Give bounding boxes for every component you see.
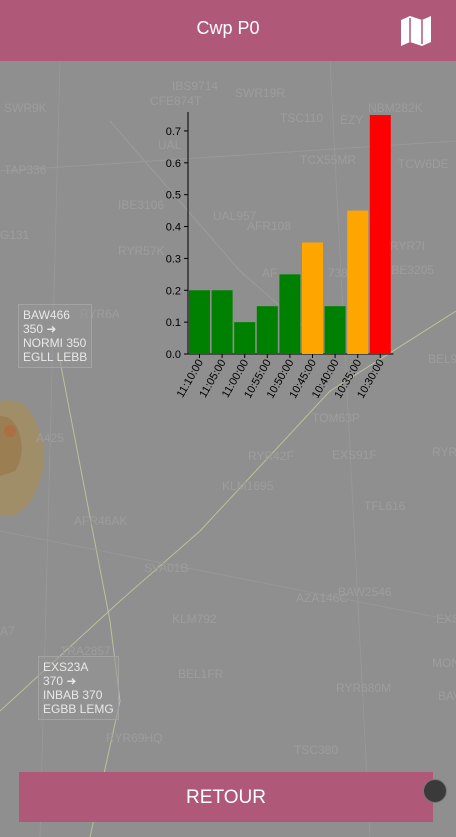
map-label-ual957: UAL957 [213,209,257,223]
map-label-ibe3205: IBE3205 [388,263,435,277]
map-label-tom63p: TOM63P [312,411,360,425]
map-label-mon: MON [432,656,456,670]
map-label-a7: A7 [0,624,15,638]
y-tick-label: 0.7 [166,126,181,138]
map-label-swr19r: SWR19R [235,86,286,100]
flight-tag-line: NORMI 350 [23,336,87,350]
retour-label: RETOUR [186,787,266,808]
map-lines [0,61,456,837]
map-label-exs: EXS [436,612,456,626]
y-tick-label: 0.4 [166,222,181,234]
flight-tag-line: EXS23A [43,660,89,674]
bar [189,290,210,354]
flight-tag-baw466[interactable]: BAW466 350 ➜ NORMI 350 EGLL LEBB [18,304,93,368]
map-label-klm792: KLM792 [172,612,217,626]
bar [256,306,278,354]
page-title: Cwp P0 [196,18,260,38]
map-label-ryr680m: RYR680M [336,681,392,695]
map-label-bel9: BEL9 [428,352,456,366]
bar [302,242,323,354]
map-label-cfe874t: CFE874T [150,94,202,108]
flight-tag-line: EGLL LEBB [23,350,88,364]
bar [324,306,346,354]
map-label-ryr: RYR [432,445,456,459]
map-label-ibs9714: IBS9714 [172,79,219,93]
map-label-tcx55mr: TCX55MR [300,153,357,167]
map-label-afr46ak: AFR46AK [74,514,128,528]
bar-chart: 0.00.10.20.30.40.50.60.711:10:0011:05:00… [166,112,394,401]
map-label-aza146c: AZA146C [296,591,349,605]
bar [369,115,391,354]
map-icon[interactable] [396,11,436,51]
map-label-g131: G131 [0,228,30,242]
map-label-ezy: EZY [340,113,364,127]
map-label-ual: UAL [158,138,182,152]
app-bar: Cwp P0 [0,0,456,61]
flight-tag-line: 370 ➜ [43,674,77,688]
bar [211,290,233,354]
map-label-ryr7i: RYR7I [390,239,426,253]
map-label-nbm282k: NBM282K [368,101,423,115]
floating-handle-icon[interactable] [423,779,447,803]
y-tick-label: 0.6 [166,158,181,170]
flight-tag-line: INBAB 370 [43,688,103,702]
y-tick-label: 0.3 [166,253,181,265]
weather-cell [0,391,50,526]
map-label-ibe3106: IBE3106 [118,198,165,212]
map-label-ryr57k: RYR57K [118,244,165,258]
flight-tag-line: EGBB LEMG [43,702,114,716]
map-label-tcw6de: TCW6DE [398,157,449,171]
map-label-ryr69hq: RYR69HQ [106,731,163,745]
map-label-a425: A425 [36,431,65,445]
map-label-swr9k: SWR9K [4,101,47,115]
map-label-klm1695: KLM1695 [222,479,274,493]
y-tick-label: 0.1 [166,317,181,329]
y-tick-label: 0.0 [166,349,181,361]
flight-tag-exs23a[interactable]: EXS23A 370 ➜ INBAB 370 EGBB LEMG [38,656,119,720]
bar [234,322,256,354]
map-label-baw2546: BAW2546 [338,585,392,599]
bar [347,210,369,354]
map-label-bav: BAV [438,689,456,703]
flight-tag-line: BAW466 [23,308,70,322]
map-label-bel1fr: BEL1FR [178,667,224,681]
map-label-tsc110: TSC110 [280,111,324,125]
map-label-tsc380: TSC380 [294,743,339,757]
map-label-ryr42f: RYR42F [248,449,294,463]
map-label-sva01b: SVA01B [144,561,189,575]
retour-button[interactable]: RETOUR [19,772,433,822]
y-tick-label: 0.2 [166,285,181,297]
map-label-afr108: AFR108 [247,219,292,233]
bar [279,274,301,354]
map-label-tfl616: TFL616 [364,499,406,513]
map-label-x738: 738 [328,266,349,280]
map-label-tra2857: TRA2857 [60,644,111,658]
map-label-tap336: TAP336 [4,163,47,177]
flight-tag-line: 350 ➜ [23,322,57,336]
y-tick-label: 0.5 [166,190,181,202]
map-label-afr: AF [262,266,278,280]
map-label-exs91f: EXS91F [332,448,377,462]
